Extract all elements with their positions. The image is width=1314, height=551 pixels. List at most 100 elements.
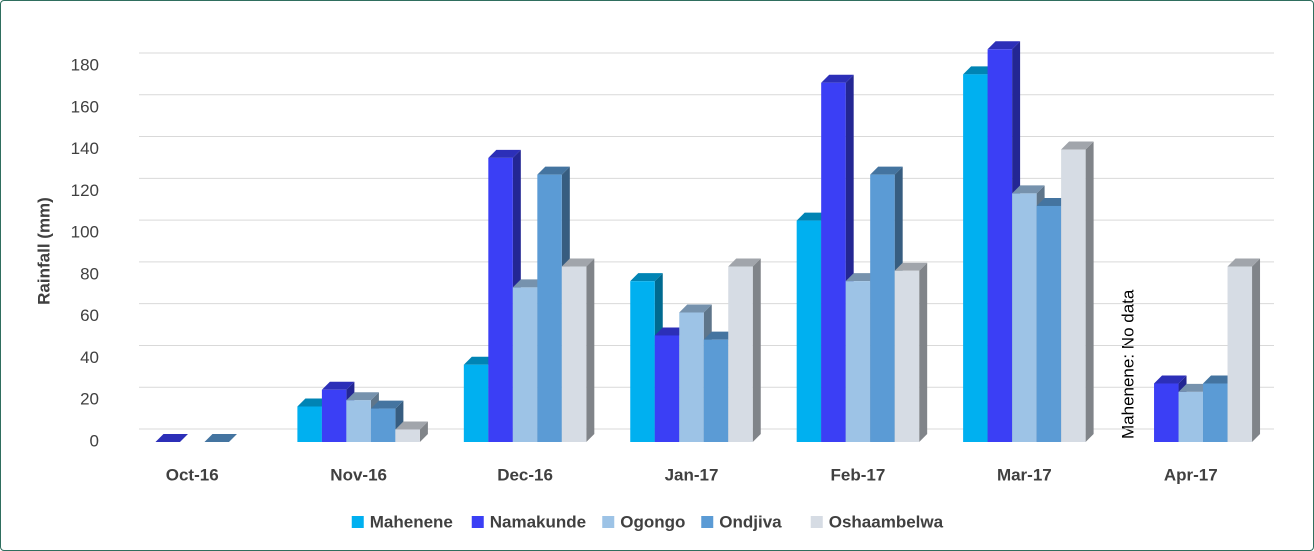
bar-face <box>395 421 428 430</box>
bar-face <box>1036 205 1062 442</box>
legend-swatch <box>471 516 484 528</box>
bar <box>1061 141 1094 443</box>
bar-face <box>654 327 688 336</box>
bar-face <box>561 266 587 442</box>
bar-face <box>1203 375 1236 384</box>
legend-swatch <box>351 516 364 528</box>
bar-face <box>1012 185 1045 194</box>
y-tick-label: 120 <box>71 181 99 200</box>
y-tick-label: 20 <box>80 390 99 409</box>
bar-face <box>488 157 513 442</box>
bar-face <box>1061 141 1094 150</box>
bar-face <box>321 381 355 390</box>
bar <box>395 421 428 442</box>
y-axis-label: Rainfall (mm) <box>34 197 53 305</box>
bar-face <box>1061 149 1086 443</box>
bar-face <box>537 166 570 175</box>
bar-face <box>894 262 928 271</box>
legend-label: Ondjiva <box>719 512 782 531</box>
bar <box>204 434 237 442</box>
y-tick-label: 80 <box>80 264 99 283</box>
bar-face <box>321 389 347 442</box>
bar-face <box>1252 258 1261 442</box>
legend-label: Ogongo <box>620 512 685 531</box>
bar-face <box>821 82 846 442</box>
bar-face <box>821 74 854 83</box>
bar-face <box>870 166 903 175</box>
x-tick-label: Nov-16 <box>330 465 387 484</box>
bar-face <box>395 429 420 442</box>
x-tick-label: Mar-17 <box>997 465 1052 484</box>
y-tick-label: 100 <box>71 223 99 242</box>
bar-face <box>728 258 761 267</box>
bar-face <box>728 266 753 442</box>
bar-face <box>561 258 595 267</box>
bar-face <box>845 273 879 282</box>
bar-face <box>1154 375 1187 384</box>
bar-face <box>752 258 761 442</box>
bar-face <box>919 262 928 442</box>
bar-face <box>463 356 497 365</box>
bar-face <box>297 398 330 407</box>
y-tick-label: 40 <box>80 348 99 367</box>
bar-face <box>987 41 1021 50</box>
legend-swatch <box>602 516 615 528</box>
bar-face <box>370 400 404 409</box>
bar-face <box>204 434 237 442</box>
x-tick-label: Dec-16 <box>497 465 553 484</box>
bar <box>894 262 928 442</box>
bar-face <box>870 174 895 442</box>
x-tick-label: Oct-16 <box>166 465 219 484</box>
bar-face <box>703 339 729 442</box>
bar-face <box>845 281 871 442</box>
annotation: Mahenene: No data <box>1118 289 1137 439</box>
bar-face <box>963 66 996 75</box>
legend-label: Mahenene <box>370 512 453 531</box>
bar-face <box>488 149 521 158</box>
bar-face <box>297 406 322 442</box>
bar-face <box>987 49 1013 443</box>
y-tick-label: 0 <box>90 431 99 450</box>
y-tick-label: 160 <box>71 97 99 116</box>
bar-face <box>963 74 988 442</box>
bar-face <box>630 281 655 442</box>
bar-face <box>346 400 371 442</box>
bar-face <box>894 270 920 442</box>
x-tick-label: Jan-17 <box>665 465 719 484</box>
bar-face <box>370 408 396 442</box>
bar-face <box>703 331 737 340</box>
bar <box>155 434 188 442</box>
bar-face <box>679 304 712 313</box>
bar <box>561 258 595 442</box>
bar-face <box>679 312 704 442</box>
bar-face <box>1154 383 1179 442</box>
y-tick-label: 60 <box>80 306 99 325</box>
bar-face <box>1012 193 1037 442</box>
bar-face <box>1178 383 1212 392</box>
y-tick-label: 140 <box>71 139 99 158</box>
bar-face <box>463 364 489 442</box>
bar <box>728 258 761 442</box>
bar-face <box>512 279 546 288</box>
bar-face <box>537 174 562 442</box>
bar-face <box>419 421 428 442</box>
bar-face <box>796 212 830 221</box>
bar-face <box>654 335 680 442</box>
bar-face <box>155 434 188 442</box>
bar-face <box>630 273 663 282</box>
bar-face <box>796 220 822 442</box>
bar-face <box>1227 258 1261 267</box>
legend-label: Oshaambelwa <box>829 512 944 531</box>
bar-face <box>1085 141 1094 443</box>
bar-face <box>346 392 379 401</box>
y-tick-label: 180 <box>71 55 99 74</box>
bar-face <box>512 287 538 442</box>
x-tick-label: Feb-17 <box>831 465 886 484</box>
bar-face <box>586 258 595 442</box>
bar-face <box>1178 391 1204 442</box>
bar-face <box>1227 266 1253 442</box>
legend-label: Namakunde <box>490 512 586 531</box>
x-tick-label: Apr-17 <box>1164 465 1218 484</box>
